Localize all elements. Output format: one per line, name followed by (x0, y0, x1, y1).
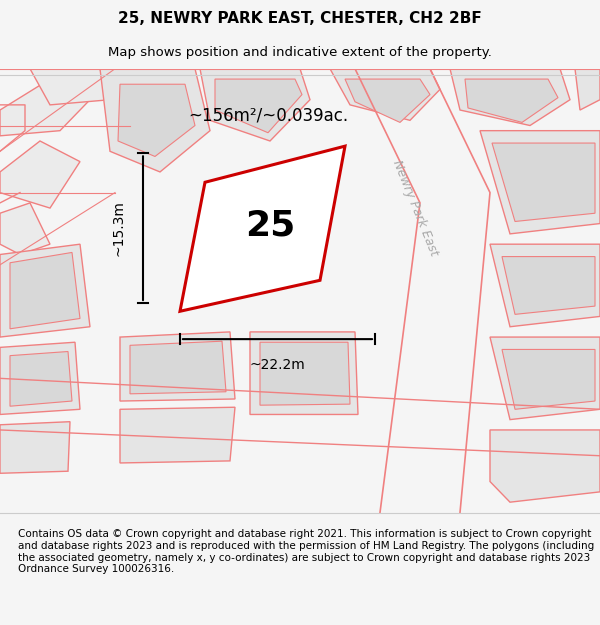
Polygon shape (120, 408, 235, 463)
Polygon shape (490, 337, 600, 419)
Polygon shape (345, 79, 430, 122)
Polygon shape (0, 79, 90, 136)
Polygon shape (502, 257, 595, 314)
Polygon shape (200, 69, 310, 141)
Polygon shape (0, 244, 90, 337)
Text: ~22.2m: ~22.2m (250, 357, 305, 372)
Text: 25, NEWRY PARK EAST, CHESTER, CH2 2BF: 25, NEWRY PARK EAST, CHESTER, CH2 2BF (118, 11, 482, 26)
Polygon shape (480, 131, 600, 234)
Polygon shape (100, 69, 210, 172)
Polygon shape (465, 79, 558, 122)
Polygon shape (130, 341, 226, 394)
Polygon shape (0, 203, 50, 254)
Polygon shape (10, 253, 80, 329)
Polygon shape (250, 332, 358, 414)
Polygon shape (30, 69, 110, 105)
Polygon shape (575, 69, 600, 110)
Text: Contains OS data © Crown copyright and database right 2021. This information is : Contains OS data © Crown copyright and d… (18, 529, 594, 574)
Polygon shape (330, 69, 440, 121)
Text: ~156m²/~0.039ac.: ~156m²/~0.039ac. (188, 106, 348, 124)
Polygon shape (490, 244, 600, 327)
Polygon shape (0, 141, 80, 208)
Text: Map shows position and indicative extent of the property.: Map shows position and indicative extent… (108, 46, 492, 59)
Polygon shape (118, 84, 195, 156)
Polygon shape (260, 342, 350, 405)
Polygon shape (450, 69, 570, 126)
Polygon shape (120, 332, 235, 401)
Polygon shape (502, 349, 595, 409)
Polygon shape (0, 342, 80, 414)
Polygon shape (180, 146, 345, 311)
Text: 25: 25 (245, 209, 295, 242)
Text: ~15.3m: ~15.3m (111, 200, 125, 256)
Polygon shape (0, 422, 70, 473)
Polygon shape (10, 351, 72, 406)
Polygon shape (492, 143, 595, 221)
Text: Newry Park East: Newry Park East (390, 158, 440, 258)
Polygon shape (490, 430, 600, 502)
Polygon shape (215, 79, 302, 132)
